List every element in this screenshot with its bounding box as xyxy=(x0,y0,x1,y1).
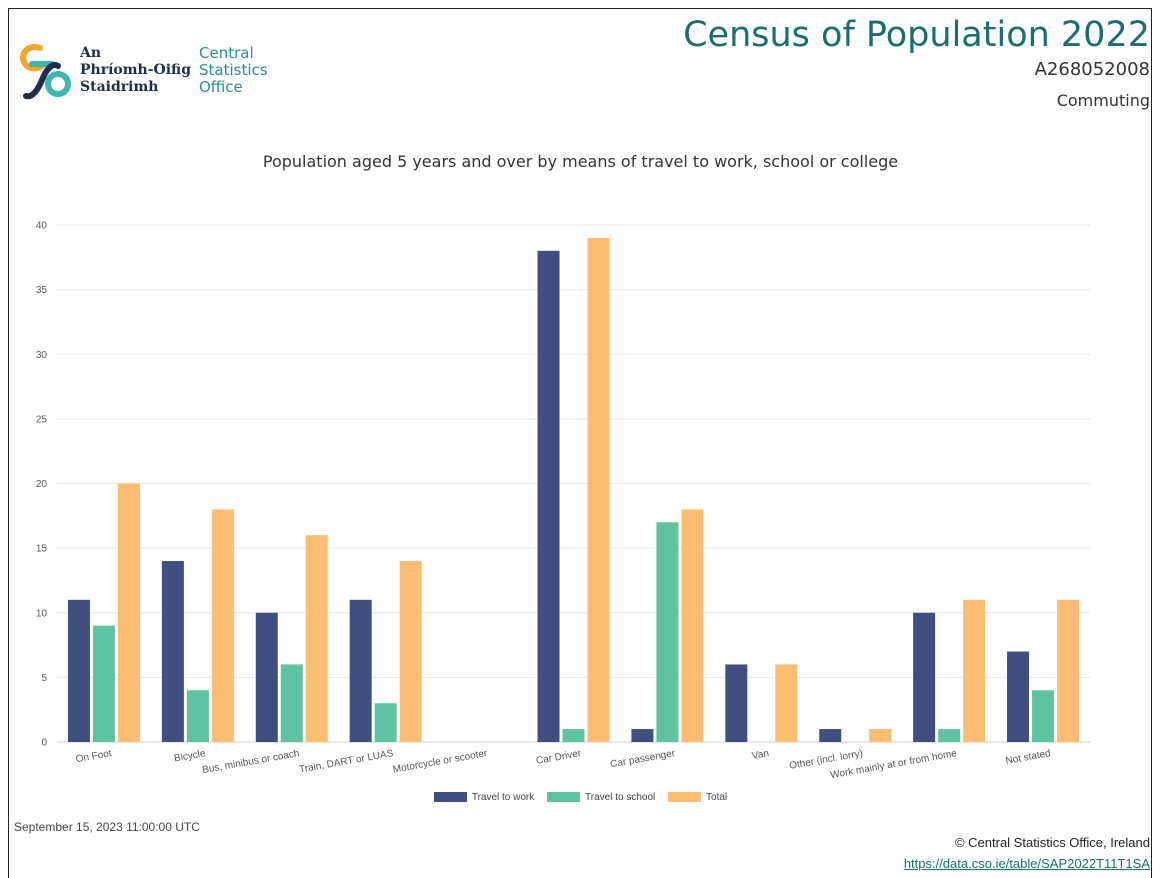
source-link[interactable]: https://data.cso.ie/table/SAP2022T11T1SA xyxy=(903,856,1150,871)
bar xyxy=(211,509,234,742)
legend-swatch xyxy=(668,792,702,803)
y-tick-label: 5 xyxy=(41,673,47,684)
bar xyxy=(587,237,610,743)
bar xyxy=(562,729,585,742)
legend-item-travel-to-school[interactable]: Travel to school xyxy=(547,792,655,803)
bar xyxy=(1007,651,1030,742)
bar xyxy=(1057,599,1080,742)
bar xyxy=(161,561,184,742)
bar xyxy=(537,250,560,742)
x-tick-label: Motorcycle or scooter xyxy=(392,748,489,776)
bar xyxy=(938,729,961,742)
bar xyxy=(725,664,748,742)
page-title: Census of Population 2022 xyxy=(683,15,1150,55)
x-tick-label: On Foot xyxy=(75,748,113,765)
bar xyxy=(280,664,303,742)
x-tick-label: Bicycle xyxy=(173,748,207,764)
y-tick-label: 30 xyxy=(36,350,48,361)
page-frame xyxy=(8,8,1152,878)
bar xyxy=(255,612,278,742)
bar xyxy=(92,625,115,742)
logo-en-line: Office xyxy=(199,78,243,96)
bar xyxy=(913,612,936,742)
theme-label: Commuting xyxy=(1056,91,1150,110)
bar xyxy=(681,509,704,742)
logo-ga-line: Staidrimh xyxy=(80,79,159,95)
y-tick-label: 25 xyxy=(36,414,48,425)
chart-legend: Travel to work Travel to school Total xyxy=(0,792,1161,803)
chart-title: Population aged 5 years and over by mean… xyxy=(262,152,899,171)
legend-label: Travel to school xyxy=(585,792,656,803)
cso-logo-icon xyxy=(20,44,71,100)
x-tick-label: Car Driver xyxy=(535,748,582,767)
legend-swatch xyxy=(433,792,467,803)
bar xyxy=(305,535,328,742)
legend-label: Total xyxy=(706,792,728,803)
legend-item-total[interactable]: Total xyxy=(668,792,727,803)
bar xyxy=(631,729,654,742)
legend-label: Travel to work xyxy=(471,792,535,803)
bar xyxy=(656,522,679,742)
bar xyxy=(775,664,798,742)
cso-logo[interactable]: An Phríomh-Oifig Staidrimh Central Stati… xyxy=(18,40,278,104)
x-tick-label: Car passenger xyxy=(609,748,676,770)
x-tick-label: Train, DART or LUAS xyxy=(298,748,394,775)
x-tick-label: Bus, minibus or coach xyxy=(201,748,300,776)
logo-en-line: Statistics xyxy=(199,61,268,79)
y-tick-label: 10 xyxy=(36,608,48,619)
table-code: A268052008 xyxy=(1034,59,1150,80)
legend-item-travel-to-work[interactable]: Travel to work xyxy=(433,792,535,803)
bar xyxy=(869,729,892,742)
bar xyxy=(117,483,140,742)
legend-swatch xyxy=(547,792,581,803)
bar xyxy=(374,703,397,742)
bar xyxy=(67,599,90,742)
logo-text-english: Central Statistics Office xyxy=(199,45,268,96)
x-tick-label: Not stated xyxy=(1005,748,1052,767)
logo-text-irish: An Phríomh-Oifig Staidrimh xyxy=(80,45,191,96)
logo-ga-line: An xyxy=(80,45,102,61)
timestamp: September 15, 2023 11:00:00 UTC xyxy=(14,820,200,834)
bar xyxy=(819,729,842,742)
logo-ga-line: Phríomh-Oifig xyxy=(80,62,192,78)
y-tick-label: 35 xyxy=(36,285,48,296)
bar xyxy=(399,561,422,742)
logo-en-line: Central xyxy=(199,44,254,62)
bar xyxy=(186,690,209,742)
bar xyxy=(1032,690,1055,742)
bar xyxy=(963,599,986,742)
x-tick-label: Van xyxy=(751,748,770,762)
title-block: Census of Population 2022 A268052008 Com… xyxy=(683,14,1150,112)
y-tick-label: 0 xyxy=(41,738,47,749)
bar xyxy=(349,599,372,742)
copyright: © Central Statistics Office, Ireland xyxy=(954,835,1150,850)
y-tick-label: 15 xyxy=(36,544,48,555)
y-tick-label: 20 xyxy=(36,479,48,490)
y-tick-label: 40 xyxy=(36,221,48,232)
